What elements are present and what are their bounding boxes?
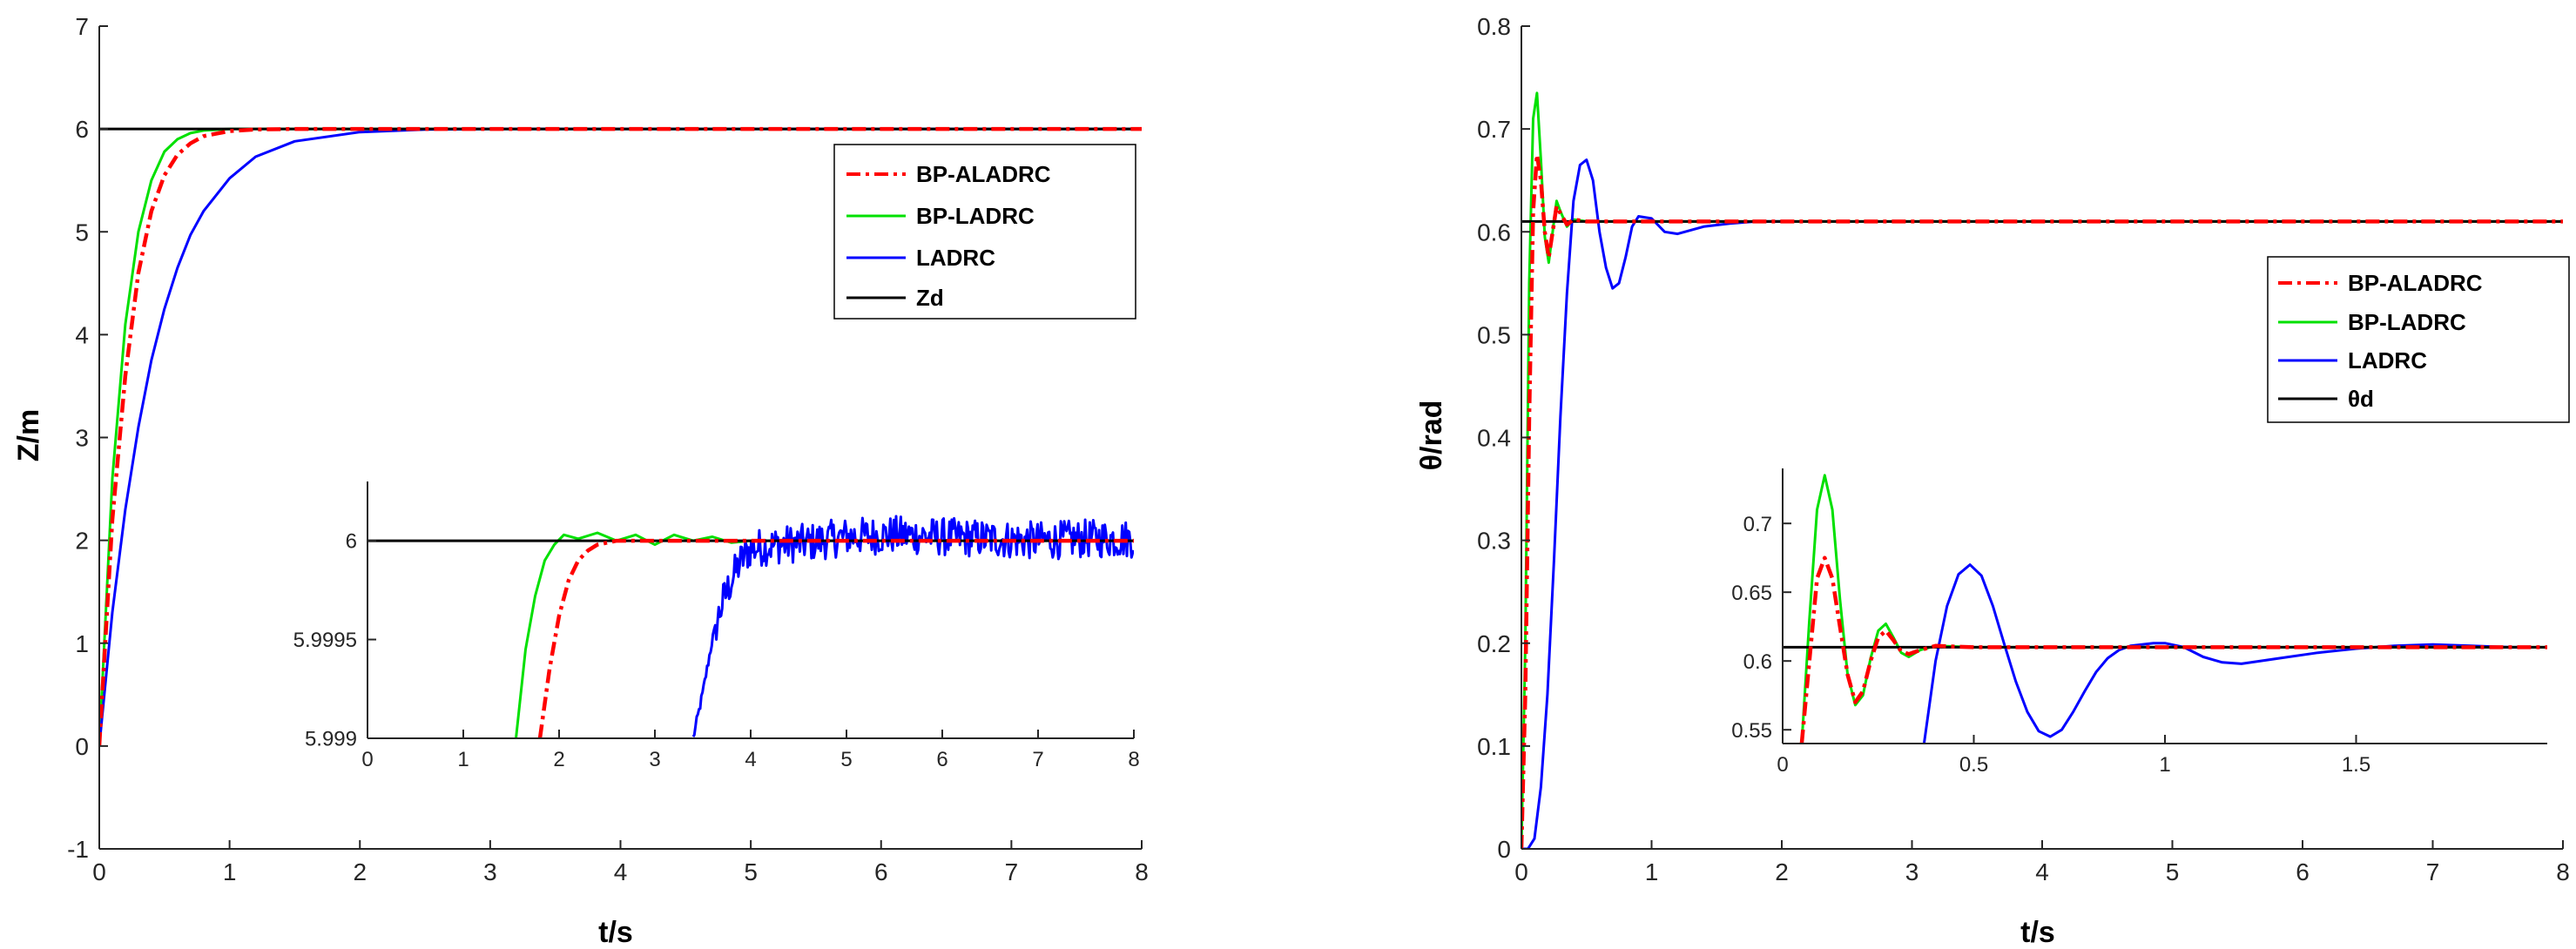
left-main-ytick-label: -1 <box>67 836 89 863</box>
right-main-xtick-label: 7 <box>2426 858 2440 885</box>
left-inset-xtick-label: 4 <box>745 748 756 771</box>
right-legend-label-theta-d: θd <box>2348 386 2374 412</box>
right-main-xtick-label: 4 <box>2035 858 2049 885</box>
left-main-ytick-label: 3 <box>75 425 89 452</box>
right-legend-label-ladrc: LADRC <box>2348 347 2427 374</box>
left-main-ytick-label: 7 <box>75 13 89 40</box>
left-legend: BP-ALADRC BP-LADRC LADRC Zd <box>833 144 1136 320</box>
right-main-ytick-label: 0.6 <box>1477 219 1511 246</box>
left-inset-plot-bg <box>368 481 1134 738</box>
right-main-xtick-label: 8 <box>2556 858 2570 885</box>
left-inset-series-ladrc <box>691 515 1134 737</box>
left-legend-label-zd: Zd <box>916 285 944 311</box>
left-inset-chart: 0 1 2 3 4 5 6 7 8 5.999 5.9995 6 <box>293 481 1140 771</box>
right-legend-label-bp-ladrc: BP-LADRC <box>2348 309 2466 335</box>
right-legend-label-bp-aladrc: BP-ALADRC <box>2348 270 2483 296</box>
right-inset-ytick-label: 0.7 <box>1743 513 1772 536</box>
left-inset-xtick-label: 5 <box>840 748 852 771</box>
right-main-ytick-label: 0.5 <box>1477 321 1511 348</box>
left-legend-label-bp-ladrc: BP-LADRC <box>916 203 1035 229</box>
right-main-ytick-label: 0.1 <box>1477 733 1511 760</box>
left-main-xtick-label: 2 <box>353 858 367 885</box>
left-inset-ytick-label: 5.999 <box>305 728 357 751</box>
right-main-xtick-label: 5 <box>2166 858 2180 885</box>
left-inset-series-bp-aladrc <box>537 538 1134 738</box>
right-inset-series-bp-aladrc <box>1799 555 2547 744</box>
right-main-ytick-label: 0.4 <box>1477 425 1511 452</box>
left-main-ytick-label: 6 <box>75 116 89 143</box>
right-inset-xtick-label: 0.5 <box>1959 753 1988 777</box>
right-main-series-bp-aladrc <box>1521 152 2563 849</box>
right-inset-xtick-label: 0 <box>1777 753 1788 777</box>
left-inset-ytick-label: 6 <box>346 530 357 554</box>
left-ylabel: Z/m <box>12 409 45 461</box>
right-ylabel: θ/rad <box>1415 400 1448 471</box>
right-inset-ytick-label: 0.65 <box>1731 582 1772 605</box>
left-main-series-ladrc <box>99 127 1142 747</box>
left-inset-xtick-label: 6 <box>936 748 947 771</box>
left-main-ytick-label: 1 <box>75 630 89 657</box>
right-main-xtick-label: 6 <box>2296 858 2310 885</box>
right-legend: BP-ALADRC BP-LADRC LADRC θd <box>2267 256 2570 423</box>
right-inset-xtick-label: 1.5 <box>2342 753 2370 777</box>
right-main-ytick-label: 0.8 <box>1477 13 1511 40</box>
left-inset-xtick-label: 3 <box>649 748 660 771</box>
left-main-xtick-label: 4 <box>614 858 628 885</box>
right-inset-ytick-label: 0.6 <box>1743 650 1772 674</box>
right-main-ytick-label: 0 <box>1497 836 1511 863</box>
left-xlabel: t/s <box>598 916 633 949</box>
left-main-ytick-label: 0 <box>75 733 89 760</box>
left-legend-label-bp-aladrc: BP-ALADRC <box>916 161 1051 187</box>
left-inset-xtick-label: 8 <box>1128 748 1139 771</box>
right-main-ytick-label: 0.3 <box>1477 528 1511 555</box>
right-main-xtick-label: 0 <box>1514 858 1528 885</box>
right-inset-chart: 0 0.5 1 1.5 0.55 0.6 0.65 0.7 <box>1731 468 2547 777</box>
right-main-series-ladrc <box>1521 158 1782 849</box>
left-legend-label-ladrc: LADRC <box>916 245 995 271</box>
left-main-xtick-label: 0 <box>92 858 106 885</box>
left-inset-xtick-label: 0 <box>361 748 373 771</box>
left-main-series-bp-aladrc <box>99 126 1142 747</box>
right-inset-plot-bg <box>1783 468 2547 744</box>
left-inset-ytick-label: 5.9995 <box>293 629 357 652</box>
left-main-ytick-label: 5 <box>75 219 89 246</box>
left-inset-xtick-label: 2 <box>553 748 564 771</box>
right-main-ytick-label: 0.2 <box>1477 630 1511 657</box>
left-main-xtick-label: 8 <box>1135 858 1149 885</box>
left-main-xtick-label: 6 <box>874 858 888 885</box>
right-xlabel: t/s <box>2020 916 2055 949</box>
left-main-xtick-label: 7 <box>1005 858 1019 885</box>
left-main-xtick-label: 5 <box>744 858 758 885</box>
left-inset-xtick-label: 7 <box>1032 748 1043 771</box>
left-main-ytick-label: 2 <box>75 528 89 555</box>
left-inset-xtick-label: 1 <box>457 748 469 771</box>
right-main-xtick-label: 3 <box>1905 858 1919 885</box>
right-inset-xtick-label: 1 <box>2159 753 2170 777</box>
right-main-xtick-label: 2 <box>1775 858 1789 885</box>
right-main-xtick-label: 1 <box>1645 858 1659 885</box>
right-main-chart: 0 1 2 3 4 5 6 7 8 0 0.1 0.2 0.3 0.4 0.5 0.6 0.7 0.8 <box>1477 13 2570 885</box>
left-main-xtick-label: 3 <box>483 858 497 885</box>
right-inset-series-ladrc <box>1922 563 2529 744</box>
left-main-xtick-label: 1 <box>223 858 237 885</box>
right-main-ytick-label: 0.7 <box>1477 116 1511 143</box>
left-main-ytick-label: 4 <box>75 321 89 348</box>
right-inset-ytick-label: 0.55 <box>1731 719 1772 743</box>
